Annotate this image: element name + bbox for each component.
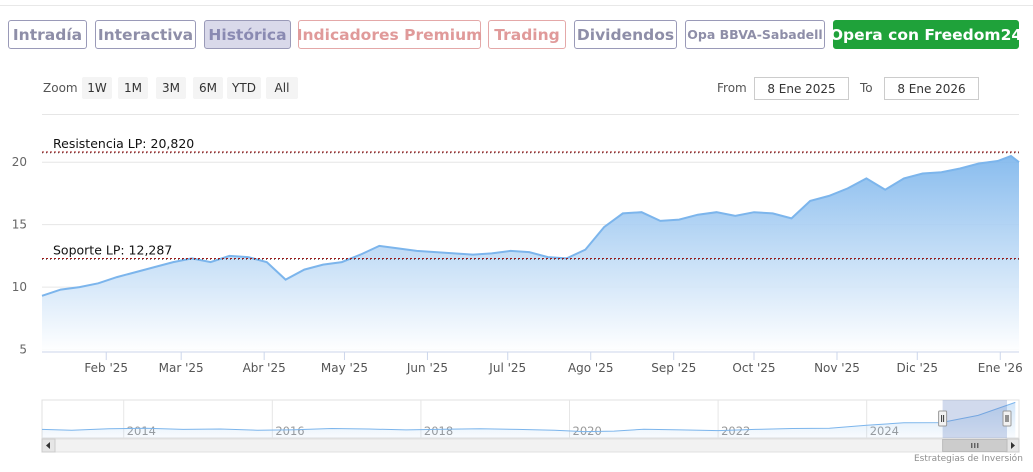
range-from-label: From: [717, 81, 747, 95]
x-axis: Feb '25 Mar '25 Abr '25 May '25 Jun '25 Jul '…: [84, 352, 1023, 375]
freedom24-cta-button[interactable]: Opera con Freedom24: [830, 20, 1022, 49]
navigator-handle-right[interactable]: [1002, 410, 1012, 427]
support-resistance-levels: Resistencia LP: 20,820 Soporte LP: 12,287: [42, 136, 1019, 260]
x-tick-label: Nov '25: [814, 361, 860, 375]
x-tick-label: Ago '25: [568, 361, 614, 375]
chart-top-divider: [42, 114, 1019, 115]
tab-indicadores-premium[interactable]: Indicadores Premium: [297, 20, 482, 49]
zoom-3m-button[interactable]: 3M: [156, 77, 186, 99]
x-tick-label: Ene '26: [978, 361, 1023, 375]
navigator-handle-left[interactable]: [938, 410, 948, 427]
x-tick-label: Oct '25: [732, 361, 775, 375]
y-axis: 5 10 15 20: [12, 155, 27, 356]
x-tick-label: May '25: [321, 361, 368, 375]
zoom-all-button[interactable]: All: [266, 77, 298, 99]
navigator-scrollbar[interactable]: [41, 438, 1020, 453]
x-tick-label: Mar '25: [159, 361, 204, 375]
scroll-right-icon: [1011, 442, 1015, 449]
x-tick-label: Abr '25: [243, 361, 286, 375]
y-tick-label: 10: [12, 280, 27, 294]
x-tick-label: Sep '25: [651, 361, 696, 375]
range-to-label: To: [860, 81, 873, 95]
tab-trading[interactable]: Trading: [488, 20, 566, 49]
x-tick-label: Jul '25: [488, 361, 526, 375]
navigator-selection[interactable]: [942, 400, 1007, 438]
tab-opa-bbva-sabadell[interactable]: Opa BBVA-Sabadell: [685, 20, 825, 49]
zoom-label: Zoom: [43, 81, 78, 95]
navigator-line: [41, 401, 1016, 433]
zoom-ytd-button[interactable]: YTD: [227, 77, 261, 99]
price-area: [42, 156, 1019, 352]
scroll-left-icon: [46, 442, 50, 449]
level-label: Soporte LP: 12,287: [53, 243, 172, 258]
y-tick-label: 5: [19, 343, 27, 357]
tab-dividendos[interactable]: Dividendos: [574, 20, 677, 49]
x-tick-label: Dic '25: [897, 361, 939, 375]
range-from-input[interactable]: 8 Ene 2025: [754, 77, 849, 100]
x-tick-label: Feb '25: [84, 361, 128, 375]
level-label: Resistencia LP: 20,820: [53, 136, 194, 151]
x-tick-label: Jun '25: [406, 361, 448, 375]
price-line: [41, 154, 1020, 297]
tab-intradia[interactable]: Intradía: [8, 20, 87, 49]
zoom-6m-button[interactable]: 6M: [193, 77, 223, 99]
range-to-input[interactable]: 8 Ene 2026: [884, 77, 979, 100]
navigator: 201420162018202020222024: [41, 399, 1020, 453]
zoom-1m-button[interactable]: 1M: [118, 77, 148, 99]
top-divider: [0, 5, 1033, 6]
tab-interactiva[interactable]: Interactiva: [95, 20, 196, 49]
y-tick-label: 15: [12, 218, 27, 232]
chart-credit: Estrategias de Inversión: [914, 454, 1023, 464]
y-tick-label: 20: [12, 155, 27, 169]
zoom-1w-button[interactable]: 1W: [82, 77, 112, 99]
tab-historica[interactable]: Histórica: [204, 20, 291, 49]
